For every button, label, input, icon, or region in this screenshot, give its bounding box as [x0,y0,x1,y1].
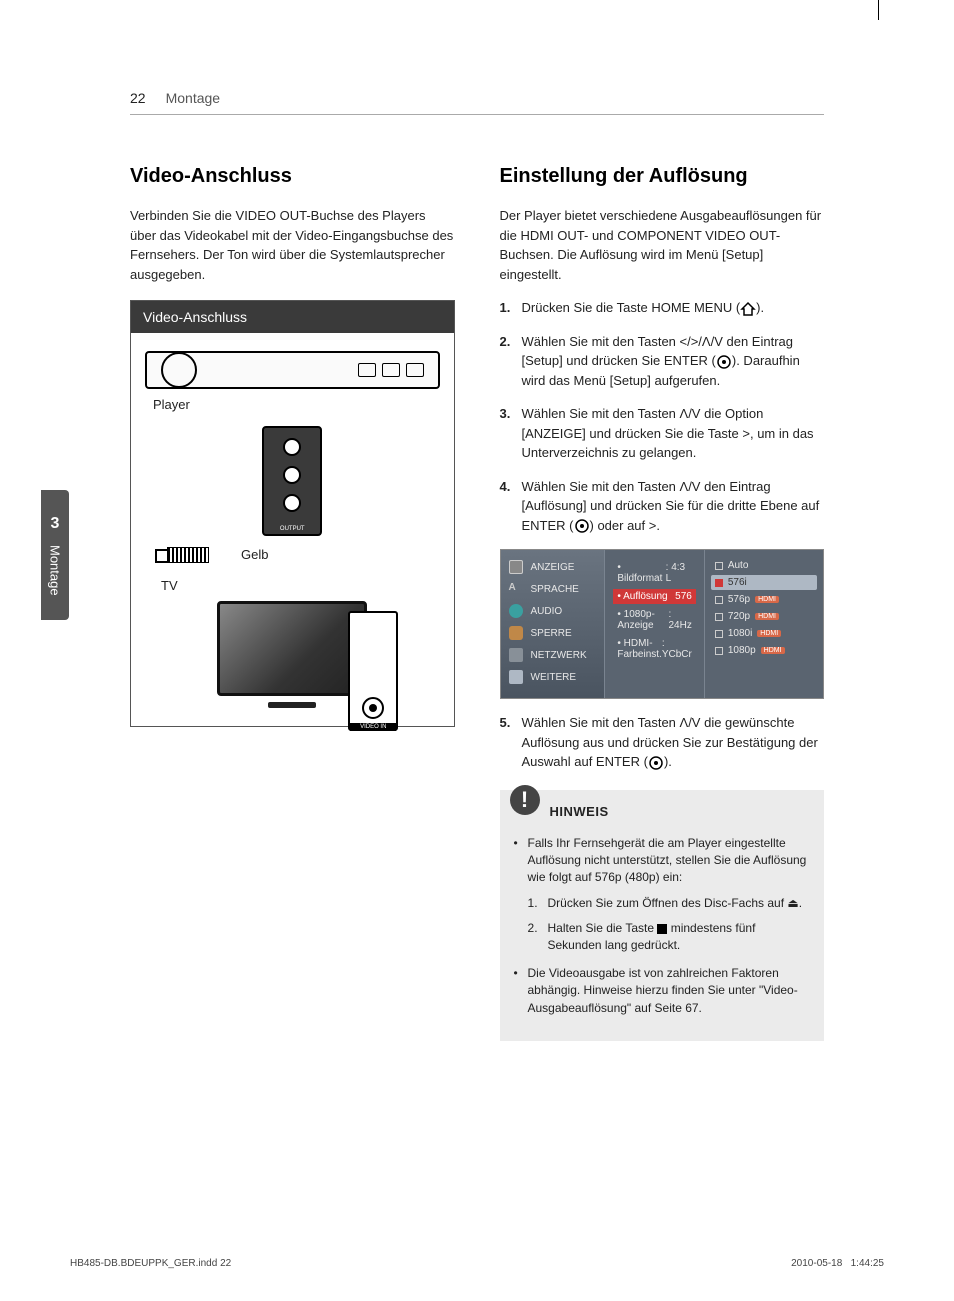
step-2: Wählen Sie mit den Tasten </>/Λ/V den Ei… [500,332,825,391]
ss-item-anzeige: ANZEIGE [509,560,597,574]
hdmi-badge: HDMI [757,630,781,637]
right-column: Einstellung der Auflösung Der Player bie… [500,165,825,1041]
ss-row-selected: • Auflösung576 [613,589,695,604]
ss-opt-selected: 576i [711,575,817,590]
ss-item-sprache: ASPRACHE [509,582,597,596]
hinweis-sub-1: Drücken Sie zum Öffnen des Disc-Fachs au… [528,895,811,912]
right-heading: Einstellung der Auflösung [500,165,825,188]
steps-list: Drücken Sie die Taste HOME MENU (). Wähl… [500,298,825,535]
left-column: Video-Anschluss Verbinden Sie die VIDEO … [130,165,455,1041]
hinweis-box: ! HINWEIS Falls Ihr Fernsehgerät die am … [500,790,825,1042]
ss-item-audio: AUDIO [509,604,597,618]
ss-opt: 720pHDMI [711,609,817,624]
connector-panel-icon: OUTPUT [262,426,322,536]
language-icon: A [509,582,523,596]
step-1: Drücken Sie die Taste HOME MENU (). [500,298,825,318]
setup-menu-screenshot: ANZEIGE ASPRACHE AUDIO SPERRE NETZWERK W… [500,549,825,699]
hinweis-title: HINWEIS [550,804,609,819]
video-in-label: VIDEO IN [350,723,396,731]
eject-icon: ⏏ [787,896,798,910]
page-header: 22 Montage [60,40,894,106]
ss-opt: 1080pHDMI [711,643,817,658]
exclamation-icon: ! [510,785,540,815]
network-icon [509,648,523,662]
player-label: Player [153,397,440,412]
ss-item-sperre: SPERRE [509,626,597,640]
ss-row: • HDMI-Farbeinst.: YCbCr [613,636,695,662]
hinweis-sub-2: Halten Sie die Taste mindestens fünf Sek… [528,920,811,955]
steps-list-cont: Wählen Sie mit den Tasten Λ/V die gewüns… [500,713,825,772]
ss-opt: 576pHDMI [711,592,817,607]
left-heading: Video-Anschluss [130,165,455,188]
enter-icon [648,755,664,771]
ss-item-weitere: WEITERE [509,670,597,684]
home-icon [740,301,756,317]
ss-row: • Bildformat: 4:3 L [613,560,695,586]
enter-icon [716,354,732,370]
step-3: Wählen Sie mit den Tasten Λ/V die Option… [500,404,825,463]
content: Video-Anschluss Verbinden Sie die VIDEO … [60,115,894,1041]
ss-opt: Auto [711,558,817,573]
footer-file: HB485-DB.BDEUPPK_GER.indd 22 [70,1258,231,1269]
ss-item-netzwerk: NETZWERK [509,648,597,662]
section-title: Montage [166,90,220,106]
more-icon [509,670,523,684]
hinweis-bullet-2: Die Videoausgabe ist von zahlreichen Fak… [514,965,811,1017]
ss-opt: 1080iHDMI [711,626,817,641]
left-intro: Verbinden Sie die VIDEO OUT-Buchse des P… [130,206,455,284]
page: 22 Montage 3 Montage Video-Anschluss Ver… [0,0,954,1301]
tv-icon: VIDEO IN [192,601,392,708]
gelb-label: Gelb [241,547,268,562]
hdmi-badge: HDMI [761,647,785,654]
footer: HB485-DB.BDEUPPK_GER.indd 22 2010-05-18 … [70,1258,884,1269]
hdmi-badge: HDMI [755,596,779,603]
diagram-title: Video-Anschluss [131,301,454,333]
right-intro: Der Player bietet verschiedene Ausgabeau… [500,206,825,284]
panel-output-label: OUTPUT [264,526,320,532]
video-connection-diagram: Video-Anschluss Player O [130,300,455,727]
display-icon [509,560,523,574]
ss-center: • Bildformat: 4:3 L • Auflösung576 • 108… [604,550,704,698]
step-5: Wählen Sie mit den Tasten Λ/V die gewüns… [500,713,825,772]
hinweis-bullet-1: Falls Ihr Fernsehgerät die am Player ein… [514,835,811,955]
audio-icon [509,604,523,618]
hdmi-badge: HDMI [755,613,779,620]
page-number: 22 [130,90,146,106]
ss-sidebar: ANZEIGE ASPRACHE AUDIO SPERRE NETZWERK W… [501,550,605,698]
tv-label: TV [161,578,440,593]
step-4: Wählen Sie mit den Tasten Λ/V den Eintra… [500,477,825,536]
chapter-label: Montage [48,545,63,596]
player-icon [145,351,440,389]
ss-options: Auto 576i 576pHDMI 720pHDMI 1080iHDMI 10… [705,550,823,698]
footer-datetime: 2010-05-18 1:44:25 [791,1258,884,1269]
enter-icon [574,518,590,534]
ss-row: • 1080p-Anzeige: 24Hz [613,607,695,633]
chapter-number: 3 [51,515,60,533]
diagram-body: Player OUTPUT Gelb TV [131,333,454,726]
lock-icon [509,626,523,640]
chapter-tab: 3 Montage [41,490,69,620]
rca-cable-icon: Gelb [145,546,440,562]
stop-icon [657,924,667,934]
